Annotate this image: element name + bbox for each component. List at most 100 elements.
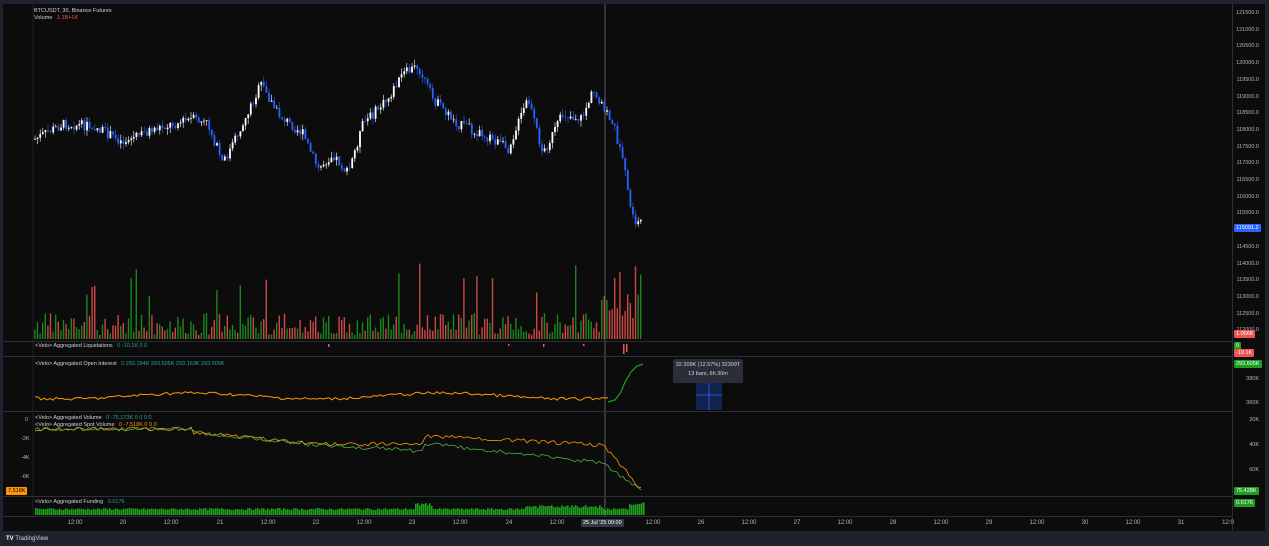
candle xyxy=(538,127,541,145)
vol-tick: 60K xyxy=(1249,467,1259,473)
open-interest-legend[interactable]: <Velo> Aggregated Open Interest 0 293.18… xyxy=(35,361,225,367)
volume-bar xyxy=(421,327,423,339)
funding-bar xyxy=(489,508,491,515)
volume-bar xyxy=(582,314,585,339)
volume-bar xyxy=(385,328,387,339)
volume-bar xyxy=(335,332,338,339)
volume-bar xyxy=(567,325,569,339)
funding-bar xyxy=(275,509,277,515)
funding-bar xyxy=(189,509,191,515)
funding-bar xyxy=(157,509,159,515)
funding-bar xyxy=(307,509,309,515)
candle xyxy=(418,68,421,75)
candle xyxy=(582,115,585,116)
price-chart[interactable] xyxy=(3,4,1232,531)
funding-bar xyxy=(103,508,105,515)
volume-bar xyxy=(283,313,286,339)
funding-bar xyxy=(121,509,123,515)
volume-bar xyxy=(86,294,88,339)
volume-bar xyxy=(304,327,306,339)
candle xyxy=(184,117,187,121)
funding-bar xyxy=(339,508,341,515)
funding-bar xyxy=(39,508,41,515)
volume-bar xyxy=(130,278,132,339)
candle xyxy=(460,121,463,130)
candle xyxy=(257,85,260,98)
oi-badge: 293.605K xyxy=(1234,360,1262,368)
volume-bar xyxy=(91,287,93,339)
candle xyxy=(444,108,447,116)
funding-bar xyxy=(127,508,129,515)
funding-bar xyxy=(381,509,383,515)
funding-legend[interactable]: <Velo> Aggregated Funding 0.0176 xyxy=(35,499,125,505)
funding-bar xyxy=(217,508,219,515)
aggregated-volume-legend[interactable]: <Velo> Aggregated Volume 0 -75.173K 0 0 … xyxy=(35,415,151,421)
candle xyxy=(236,135,239,137)
candle xyxy=(535,118,538,128)
funding-bar xyxy=(225,509,227,515)
candle xyxy=(294,130,296,133)
funding-bar xyxy=(269,509,271,515)
liquidations-legend[interactable]: <Velo> Aggregated Liquidations 0 -10.1K … xyxy=(35,343,147,349)
volume-bar xyxy=(590,321,592,339)
candle xyxy=(421,74,424,78)
candle xyxy=(400,74,403,78)
measure-range-box[interactable] xyxy=(696,381,722,410)
volume-bar xyxy=(216,290,218,339)
funding-bar xyxy=(465,508,467,515)
volume-bar xyxy=(161,326,163,339)
volume-bar xyxy=(354,334,356,339)
candle xyxy=(174,126,177,129)
chart-area[interactable]: BTCUSDT, 30, Binance Futures Volume 1.1B… xyxy=(3,4,1265,531)
tradingview-logo[interactable]: TV TradingView xyxy=(6,536,48,542)
volume-bar xyxy=(559,322,561,339)
aggregated-volume-title: <Velo> Aggregated Volume xyxy=(35,415,102,421)
pane-separator[interactable] xyxy=(3,496,1232,497)
price-axis-tick: 112500.0 xyxy=(1236,310,1259,317)
volume-bars xyxy=(34,263,642,339)
pane-separator[interactable] xyxy=(3,341,1232,342)
volume-bar xyxy=(159,324,161,339)
volume-bar xyxy=(551,332,553,339)
funding-bar xyxy=(181,508,183,515)
funding-bar xyxy=(59,508,61,515)
price-axis-tick: 116000.0 xyxy=(1236,193,1259,200)
funding-bar xyxy=(193,509,195,515)
spot-volume-legend[interactable]: <Velo> Aggregated Spot Volume 0 -7.518K … xyxy=(35,422,157,428)
funding-bar xyxy=(259,509,261,515)
funding-bar xyxy=(35,508,37,515)
candle xyxy=(158,125,161,131)
funding-bar xyxy=(617,508,619,515)
candle xyxy=(122,140,125,144)
candle xyxy=(416,65,419,69)
funding-bar xyxy=(351,508,353,515)
volume-bar xyxy=(255,327,257,339)
pane-separator[interactable] xyxy=(3,411,1232,412)
pane-separator[interactable] xyxy=(3,356,1232,357)
funding-bar xyxy=(197,509,199,515)
candle xyxy=(296,130,299,133)
funding-bar xyxy=(341,508,343,515)
funding-bar xyxy=(399,509,401,515)
vol-left-tick: -4K xyxy=(21,455,30,461)
funding-bar xyxy=(355,508,357,515)
funding-bar xyxy=(231,509,233,515)
funding-bar xyxy=(343,509,345,515)
candle xyxy=(106,127,109,139)
price-axis-tick: 121000.0 xyxy=(1236,26,1259,33)
candle xyxy=(411,66,413,73)
volume-bar xyxy=(205,313,208,339)
funding-bar xyxy=(401,509,403,515)
volume-bar xyxy=(614,277,616,339)
funding-bar xyxy=(219,509,221,515)
funding-bar xyxy=(561,505,563,515)
funding-bar xyxy=(635,504,637,515)
candle xyxy=(99,128,101,133)
funding-bar xyxy=(149,508,151,515)
candle xyxy=(559,114,562,122)
funding-bar xyxy=(395,508,397,515)
volume-bar xyxy=(309,319,312,339)
funding-bar xyxy=(245,509,247,515)
funding-bar xyxy=(523,509,525,515)
candle xyxy=(398,77,400,88)
